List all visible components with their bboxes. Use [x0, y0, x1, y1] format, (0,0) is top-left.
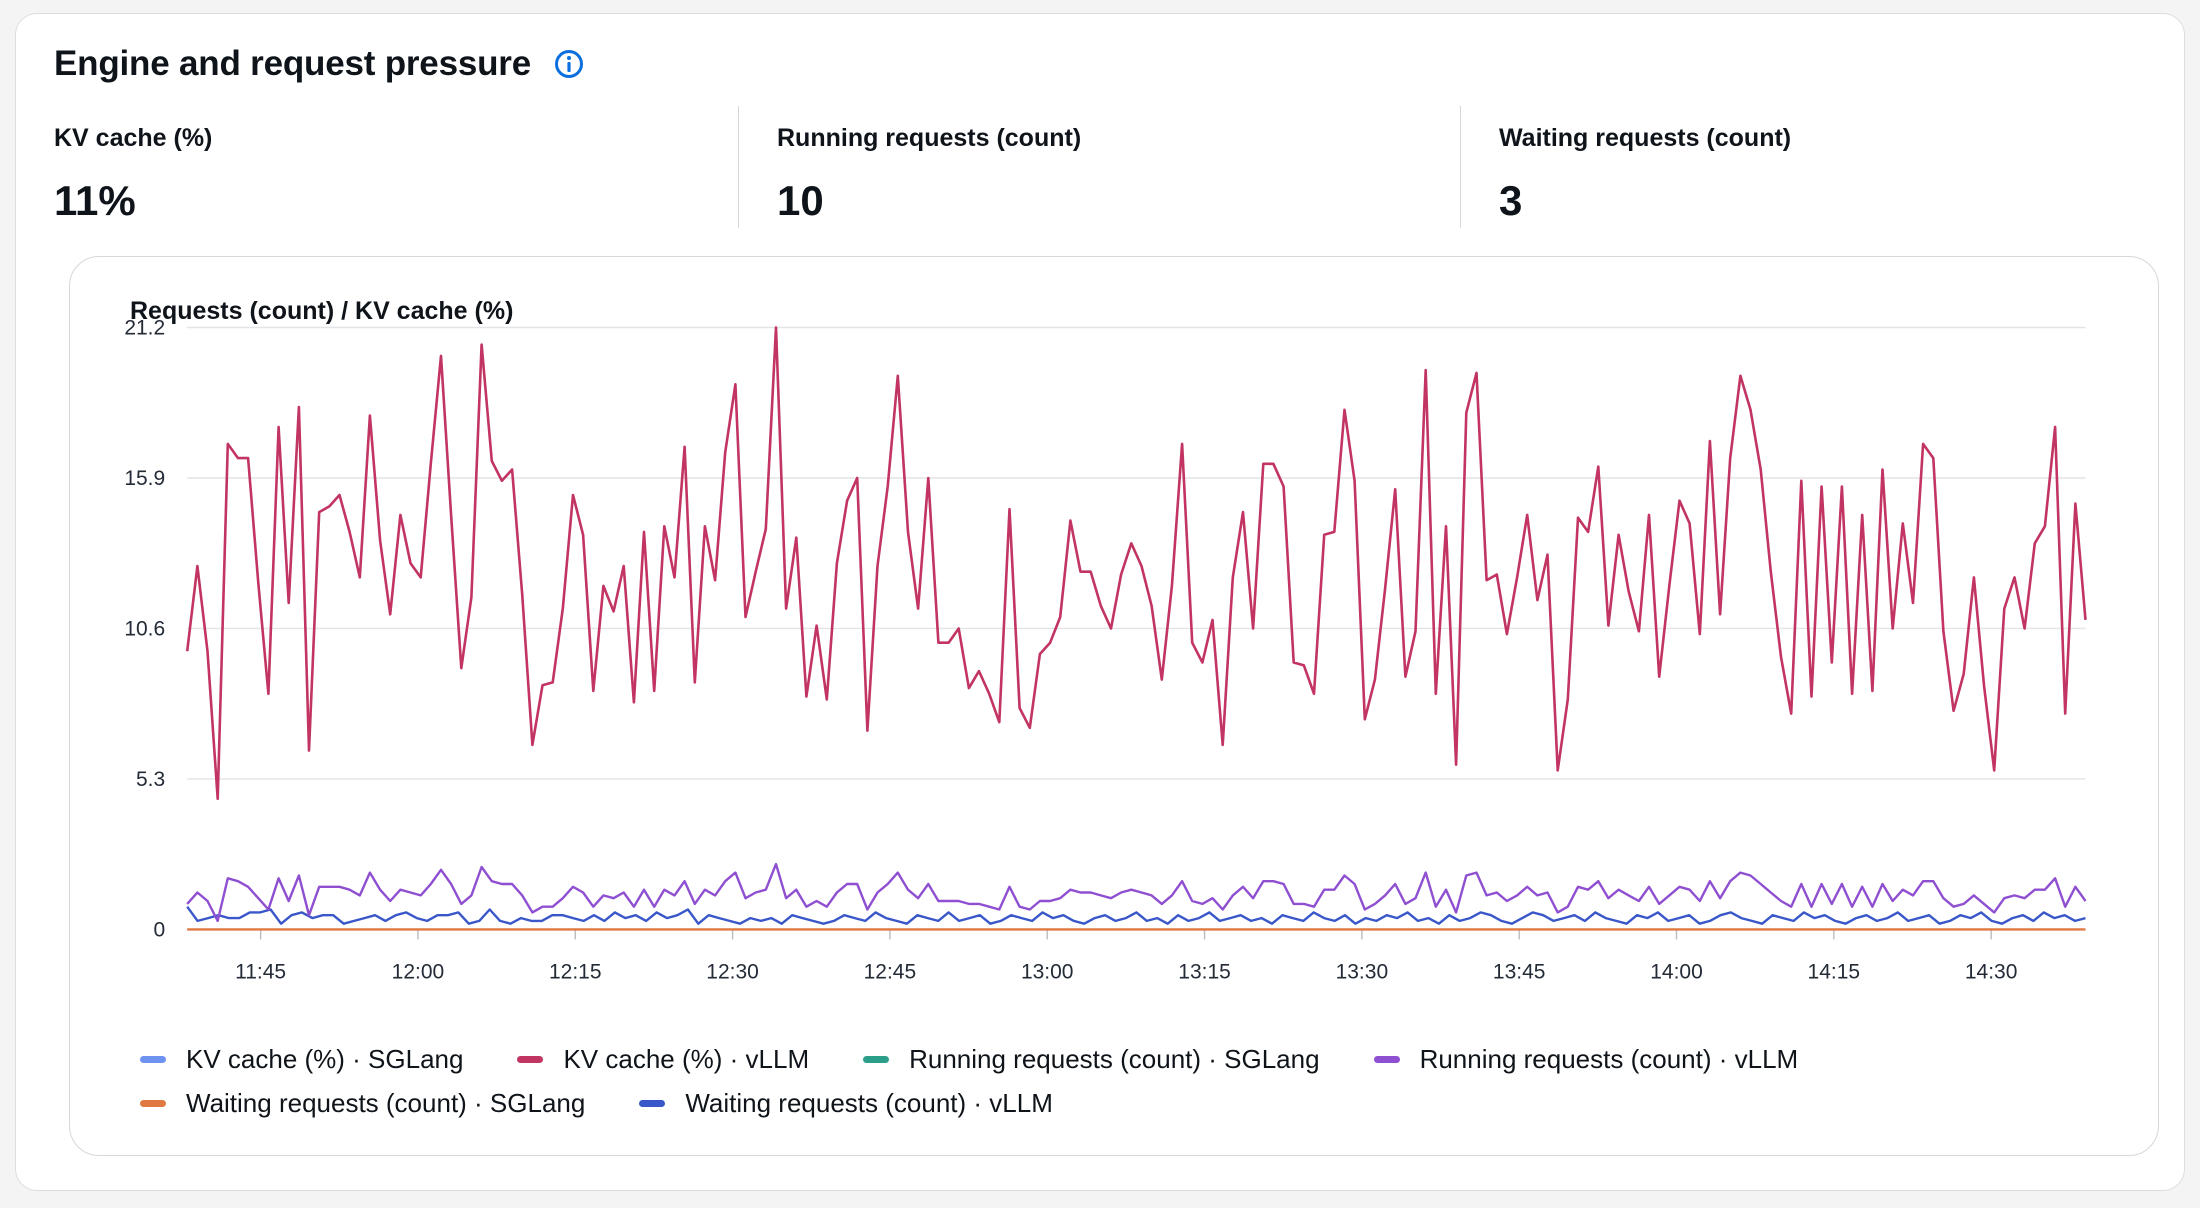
legend-item-kv-sglang[interactable]: KV cache (%) · SGLang: [140, 1044, 463, 1075]
y-tick-label: 10.6: [124, 617, 165, 640]
y-tick-label: 5.3: [136, 768, 165, 791]
engine-pressure-panel: Engine and request pressure KV cache (%)…: [15, 13, 2185, 1191]
legend-row: Waiting requests (count) · SGLang Waitin…: [140, 1081, 2040, 1125]
panel-header: Engine and request pressure: [54, 44, 585, 84]
x-tick-label: 14:30: [1965, 960, 2018, 983]
kpi-running-requests: Running requests (count) 10: [738, 106, 1460, 228]
legend-swatch: [140, 1055, 166, 1063]
legend-swatch: [517, 1055, 544, 1063]
x-tick-label: 12:45: [864, 960, 917, 983]
series-line-running-requests-count-vllm: [186, 862, 2087, 923]
legend-label: KV cache (%) · SGLang: [186, 1043, 464, 1074]
legend-swatch: [639, 1099, 666, 1107]
x-tick-label: 11:45: [235, 960, 286, 983]
legend-label: Running requests (count) · vLLM: [1419, 1043, 1799, 1074]
legend-item-running-vllm[interactable]: Running requests (count) · vLLM: [1373, 1043, 1799, 1075]
kpi-value: 11%: [54, 177, 136, 224]
legend-swatch: [1373, 1055, 1400, 1063]
y-tick-label: 15.9: [124, 467, 165, 490]
chart-legend: KV cache (%) · SGLang KV cache (%) · vLL…: [140, 1037, 2040, 1125]
x-tick-label: 13:45: [1493, 960, 1546, 983]
legend-label: Waiting requests (count) · vLLM: [685, 1087, 1053, 1118]
line-chart[interactable]: 0 5.3 10.6 15.9 21.2 11:45 12:00 12:15 12:30 12:4…: [70, 257, 2160, 1017]
kpi-value: 3: [1499, 177, 1523, 224]
legend-item-waiting-sglang[interactable]: Waiting requests (count) · SGLang: [140, 1088, 585, 1119]
x-tick-label: 13:15: [1178, 960, 1231, 983]
chart-card: Requests (count) / KV cache (%) 0 5.3 10.6…: [69, 256, 2159, 1156]
legend-label: KV cache (%) · vLLM: [563, 1043, 810, 1074]
x-tick-label: 13:30: [1336, 960, 1389, 983]
x-tick-label: 12:00: [392, 960, 445, 983]
kpi-waiting-requests: Waiting requests (count) 3: [1460, 106, 2160, 228]
legend-item-waiting-vllm[interactable]: Waiting requests (count) · vLLM: [639, 1088, 1053, 1119]
legend-item-kv-vllm[interactable]: KV cache (%) · vLLM: [517, 1044, 809, 1075]
info-circle-icon[interactable]: [553, 48, 585, 80]
x-tick-label: 12:30: [706, 960, 759, 983]
panel-title: Engine and request pressure: [54, 44, 531, 83]
kpi-row: KV cache (%) 11% Running requests (count…: [54, 106, 2184, 228]
legend-label: Waiting requests (count) · SGLang: [186, 1087, 586, 1118]
legend-swatch: [863, 1055, 890, 1063]
kpi-kv-cache: KV cache (%) 11%: [54, 106, 738, 228]
x-tick-label: 12:15: [549, 960, 602, 983]
legend-swatch: [140, 1099, 166, 1107]
series-line-kv-cache-vllm: [185, 326, 2087, 801]
x-tick-label: 13:00: [1021, 960, 1074, 983]
legend-item-running-sglang[interactable]: Running requests (count) · SGLang: [863, 1043, 1320, 1075]
x-tick-label: 14:00: [1650, 960, 1703, 983]
chart-title: Requests (count) / KV cache (%): [130, 297, 514, 325]
kpi-label: KV cache (%): [54, 124, 213, 152]
kpi-value: 10: [777, 177, 824, 224]
series-line-waiting-requests-count-vllm: [186, 905, 2086, 925]
kpi-label: Running requests (count): [777, 124, 1082, 152]
x-tick-label: 14:15: [1808, 960, 1861, 983]
y-tick-label: 0: [154, 918, 166, 941]
kpi-label: Waiting requests (count): [1499, 124, 1792, 152]
y-tick-label: 21.2: [124, 317, 165, 340]
legend-row: KV cache (%) · SGLang KV cache (%) · vLL…: [140, 1037, 2040, 1081]
legend-label: Running requests (count) · SGLang: [909, 1043, 1320, 1074]
